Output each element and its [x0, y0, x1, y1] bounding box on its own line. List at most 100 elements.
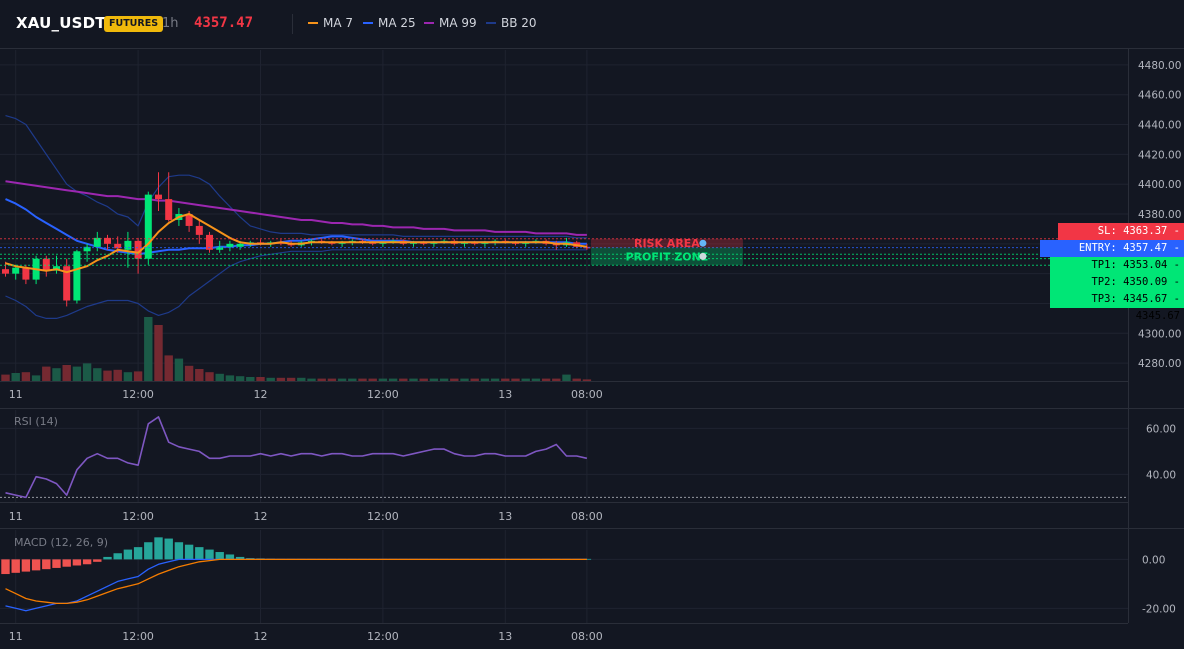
macd-histogram-bar [123, 549, 133, 560]
macd-histogram-bar [11, 559, 20, 573]
macd-histogram-bar [235, 556, 245, 560]
chart-header: XAU_USDT FUTURES 1h 4357.47 MA 7 MA 25 M… [0, 0, 1184, 49]
volume-bar [552, 378, 561, 381]
volume-bar [133, 371, 143, 381]
legend-ma7[interactable]: MA 7 [308, 16, 353, 30]
rsi-x-tick-label: 12:00 [122, 510, 154, 523]
volume-bar [511, 378, 520, 381]
price-x-tick-label: 12:00 [122, 388, 154, 401]
signal-line [5, 558, 587, 605]
timeframe-label[interactable]: 1h [162, 16, 179, 31]
volume-bar [154, 325, 163, 381]
rsi-title: RSI (14) [14, 415, 58, 428]
volume-bar [460, 378, 469, 381]
candle [216, 246, 224, 250]
macd-histogram-bar [31, 559, 41, 571]
candle [134, 240, 142, 259]
volume-bar [297, 377, 306, 381]
candle [583, 246, 591, 249]
volume-bar [470, 378, 479, 381]
price-x-tick-label: 12 [254, 388, 268, 401]
candle [83, 246, 91, 252]
volume-bar [368, 378, 377, 381]
volume-bar [144, 317, 153, 381]
volume-bar [123, 372, 133, 381]
macd-histogram-bar [225, 554, 235, 560]
zone-risk [590, 238, 743, 248]
level-tag-tp2: TP2: 4350.09 - 4350.09 [1050, 274, 1184, 305]
volume-bar [235, 376, 245, 381]
volume-bar [490, 378, 500, 381]
macd-y-tick-label: 0.00 [1142, 554, 1165, 566]
candle [2, 269, 9, 274]
macd-histogram-bar [21, 559, 31, 572]
level-tag-label: TP2: 4350.09 [1091, 276, 1168, 288]
macd-histogram-bar [205, 549, 214, 560]
volume-bar [246, 377, 255, 381]
price-y-tick-label: 4380.00 [1138, 209, 1181, 221]
level-tag-sl: SL: 4363.37 - 4363.37 [1058, 223, 1184, 254]
rsi-line [5, 416, 588, 499]
level-tag-entry: ENTRY: 4357.47 - 4357.47 [1040, 240, 1184, 271]
level-tag-label: TP1: 4353.04 [1091, 259, 1168, 271]
level-tag-value: - 4345.67 [1135, 293, 1180, 322]
legend-ma99[interactable]: MA 99 [424, 16, 477, 30]
volume-bar [409, 378, 418, 381]
volume-bar [164, 355, 173, 381]
volume-bar [439, 378, 449, 381]
candle [206, 234, 213, 250]
macd-histogram-bar [42, 559, 51, 570]
volume-bar [429, 378, 439, 381]
candle [165, 199, 173, 220]
macd-histogram-bar [164, 538, 173, 560]
macd-histogram-bar [62, 559, 71, 567]
legend-bb20[interactable]: BB 20 [486, 16, 537, 30]
volume-bar [93, 368, 102, 381]
price-y-tick-label: 4440.00 [1138, 120, 1181, 132]
price-x-tick-label: 08:00 [571, 388, 603, 401]
price-y-tick-label: 4460.00 [1138, 90, 1181, 102]
macd-histogram-bar [72, 559, 82, 566]
macd-histogram-bar [93, 559, 102, 562]
macd-x-tick-label: 11 [9, 630, 23, 643]
macd-x-tick-label: 08:00 [571, 630, 603, 643]
candle [12, 267, 20, 274]
macd-x-tick-label: 12:00 [122, 630, 154, 643]
volume-bar [225, 375, 235, 381]
volume-bar [419, 378, 428, 381]
rocket-icon [699, 252, 707, 260]
volume-bar [256, 377, 265, 381]
macd-histogram-bar [144, 542, 153, 560]
volume-bar [358, 378, 367, 381]
candle [195, 225, 203, 235]
level-tag-tp3: TP3: 4345.67 - 4345.67 [1050, 291, 1184, 322]
macd-line [5, 558, 587, 612]
zone-profit [590, 247, 743, 266]
volume-bar [21, 372, 31, 381]
symbol-name[interactable]: XAU_USDT [16, 14, 106, 32]
legend-ma25-label: MA 25 [378, 16, 416, 30]
legend-ma25[interactable]: MA 25 [363, 16, 416, 30]
futures-badge: FUTURES [104, 16, 164, 32]
rsi-x-tick-label: 11 [9, 510, 23, 523]
level-tag-label: ENTRY: 4357.47 [1078, 242, 1168, 254]
level-tag-label: SL: 4363.37 [1097, 225, 1168, 237]
volume-bar [103, 370, 112, 381]
rsi-x-tick-label: 08:00 [571, 510, 603, 523]
level-tag-tp1: TP1: 4353.04 - 4353.04 [1050, 257, 1184, 288]
macd-histogram-bar [103, 556, 112, 560]
candle [236, 243, 244, 247]
volume-bar [521, 378, 530, 381]
volume-bar [52, 368, 61, 381]
macd-histogram-bar [195, 547, 204, 560]
ma7-swatch-icon [308, 22, 318, 24]
volume-bar [378, 378, 388, 381]
volume-bar [286, 377, 296, 381]
rsi-y-tick-label: 40.00 [1146, 469, 1176, 481]
candle [63, 266, 71, 301]
candle [42, 258, 50, 271]
macd-x-tick-label: 12:00 [367, 630, 399, 643]
volume-bar [317, 378, 326, 381]
candle [93, 237, 101, 247]
